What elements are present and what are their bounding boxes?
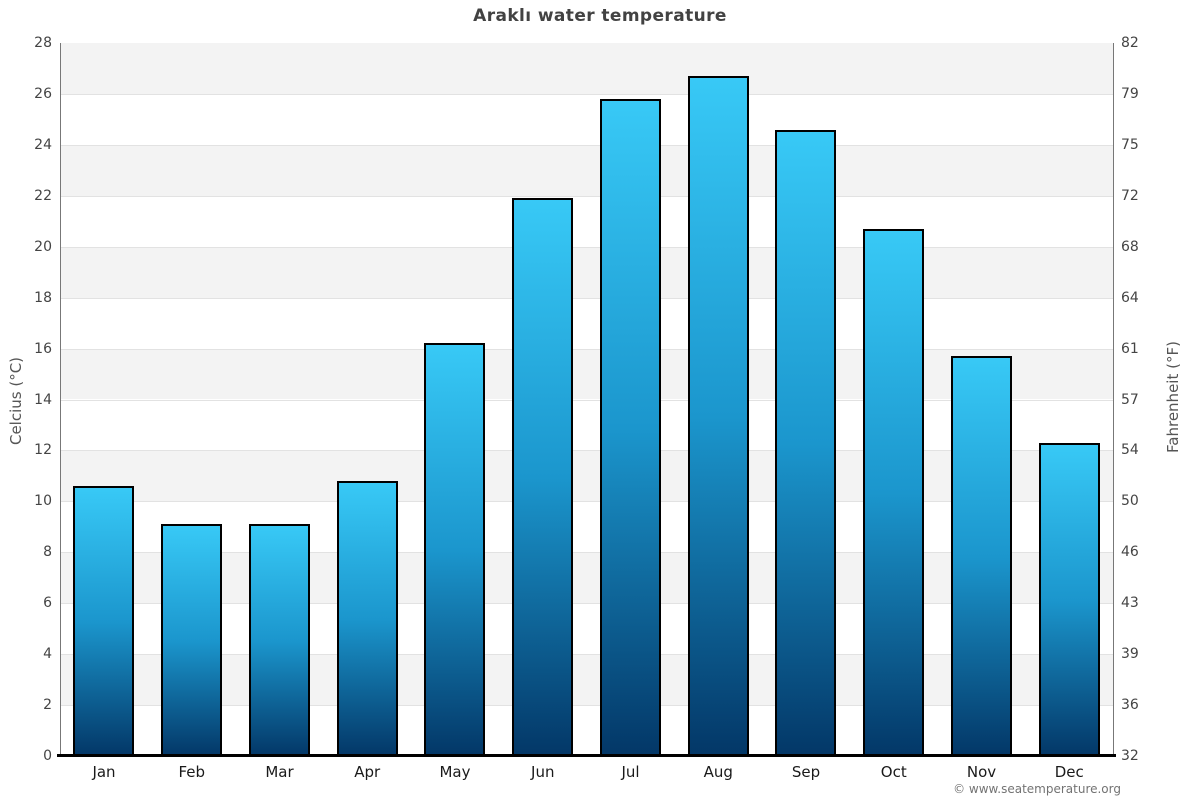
grid-band [60,705,1113,756]
y-tick-celsius-18: 18 [34,289,52,306]
bar-May [424,343,486,756]
left-axis-line [60,43,61,757]
gridline [60,246,1113,248]
y-tick-fahrenheit-43: 43 [1121,595,1139,612]
gridline [60,705,1113,707]
gridline [60,93,1113,95]
gridline [60,399,1113,401]
gridline [60,450,1113,452]
gridline [60,552,1113,554]
month-label-Dec: Dec [1054,763,1084,781]
y-tick-fahrenheit-57: 57 [1121,391,1139,408]
month-label-Jul: Jul [621,763,640,781]
bar-Nov [950,356,1012,756]
y-axis-title-fahrenheit: Fahrenheit (°F) [1164,341,1182,453]
y-tick-celsius-22: 22 [34,187,52,204]
y-tick-celsius-6: 6 [43,595,52,612]
y-tick-celsius-16: 16 [34,340,52,357]
bar-Sep [775,129,837,756]
y-tick-celsius-14: 14 [34,391,52,408]
grid-band [60,246,1113,298]
y-tick-fahrenheit-54: 54 [1121,442,1139,459]
y-tick-fahrenheit-68: 68 [1121,238,1139,255]
grid-band [60,297,1113,349]
month-label-Oct: Oct [880,763,907,781]
y-tick-celsius-26: 26 [34,85,52,102]
month-label-Jan: Jan [92,763,116,781]
right-axis-line [1113,43,1114,757]
grid-band [60,501,1113,553]
month-label-Sep: Sep [791,763,821,781]
gridline [60,195,1113,197]
month-label-Feb: Feb [178,763,206,781]
y-tick-fahrenheit-79: 79 [1121,85,1139,102]
bar-Jan [73,486,135,756]
grid-band [60,144,1113,196]
grid-band [60,552,1113,604]
y-tick-fahrenheit-39: 39 [1121,646,1139,663]
bar-Mar [248,524,310,756]
y-axis-title-celsius: Celcius (°C) [7,356,25,446]
month-label-Mar: Mar [265,763,294,781]
grid-band [60,195,1113,247]
grid-band [60,348,1113,400]
y-tick-fahrenheit-46: 46 [1121,544,1139,561]
y-tick-celsius-12: 12 [34,442,52,459]
month-label-May: May [439,763,471,781]
y-tick-celsius-20: 20 [34,238,52,255]
gridline [60,654,1113,656]
bottom-axis-line [57,754,1116,757]
y-tick-fahrenheit-64: 64 [1121,289,1139,306]
attribution-link[interactable]: © www.seatemperature.org [953,782,1121,796]
gridline [60,297,1113,299]
gridline [60,144,1113,146]
bar-Apr [336,480,398,756]
y-tick-fahrenheit-32: 32 [1121,748,1139,764]
plot-area [60,43,1113,756]
y-tick-celsius-24: 24 [34,136,52,153]
y-tick-fahrenheit-75: 75 [1121,136,1139,153]
month-label-Apr: Apr [354,763,381,781]
grid-band [60,93,1113,145]
month-label-Nov: Nov [966,763,997,781]
grid-band [60,654,1113,706]
bar-Oct [863,228,925,756]
bar-Aug [687,76,749,756]
y-tick-celsius-28: 28 [34,35,52,51]
y-tick-celsius-10: 10 [34,493,52,510]
bar-Feb [161,524,223,756]
y-tick-fahrenheit-36: 36 [1121,697,1139,714]
y-tick-celsius-8: 8 [43,544,52,561]
gridline [60,348,1113,350]
month-label-Jun: Jun [531,763,555,781]
y-tick-celsius-2: 2 [43,697,52,714]
y-tick-celsius-4: 4 [43,646,52,663]
bar-Dec [1038,442,1100,756]
gridline [60,603,1113,605]
grid-band [60,603,1113,655]
grid-band [60,43,1113,94]
y-tick-celsius-0: 0 [43,748,52,764]
y-tick-fahrenheit-50: 50 [1121,493,1139,510]
bar-Jun [512,198,574,756]
y-tick-fahrenheit-61: 61 [1121,340,1139,357]
y-tick-fahrenheit-82: 82 [1121,35,1139,51]
grid-band [60,450,1113,502]
gridline [60,501,1113,503]
bar-Jul [599,99,661,756]
chart-title: Araklı water temperature [473,6,727,26]
y-tick-fahrenheit-72: 72 [1121,187,1139,204]
grid-band [60,399,1113,451]
month-label-Aug: Aug [703,763,733,781]
